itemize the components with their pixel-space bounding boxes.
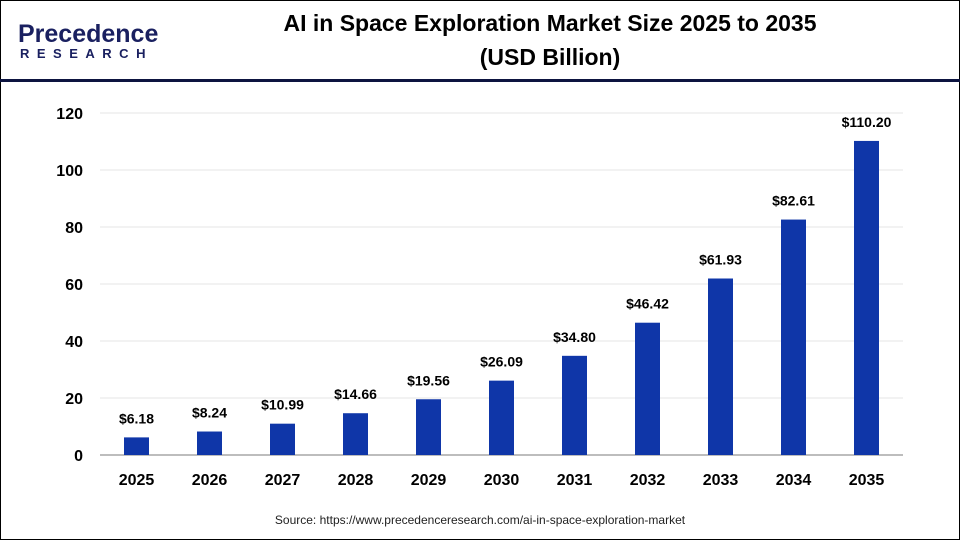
data-label: $110.20	[842, 114, 892, 130]
bar	[708, 278, 733, 455]
x-tick-label: 2032	[630, 472, 666, 489]
data-label: $46.42	[626, 296, 669, 312]
data-label: $10.99	[261, 397, 304, 413]
data-label: $8.24	[192, 405, 227, 421]
data-label: $34.80	[553, 329, 596, 345]
data-label: $82.61	[772, 193, 815, 209]
data-label: $61.93	[699, 251, 742, 267]
y-tick-label: 100	[56, 163, 83, 180]
x-tick-label: 2029	[411, 472, 447, 489]
bar	[781, 219, 806, 455]
bar	[197, 431, 222, 455]
logo-subtext: RESEARCH	[20, 46, 153, 61]
data-label: $19.56	[407, 372, 450, 388]
data-label: $14.66	[334, 386, 377, 402]
logo-text: Precedence	[18, 20, 159, 48]
data-label: $26.09	[480, 354, 523, 370]
y-tick-label: 40	[65, 334, 83, 351]
x-tick-label: 2033	[703, 472, 739, 489]
x-tick-label: 2034	[776, 472, 812, 489]
y-tick-label: 80	[65, 220, 83, 237]
bar	[489, 380, 514, 455]
bar	[854, 140, 879, 455]
y-tick-label: 120	[56, 106, 83, 123]
source-note: Source: https://www.precedenceresearch.c…	[274, 513, 686, 527]
x-tick-label: 2027	[265, 472, 301, 489]
bar	[635, 322, 660, 455]
bar	[416, 399, 441, 455]
x-tick-label: 2035	[849, 472, 885, 489]
chart-title: AI in Space Exploration Market Size 2025…	[283, 10, 817, 36]
data-label: $6.18	[119, 410, 154, 426]
x-tick-label: 2026	[192, 472, 228, 489]
logo: Precedence RESEARCH	[18, 20, 168, 65]
header-divider	[0, 79, 960, 82]
x-tick-label: 2030	[484, 472, 520, 489]
y-tick-label: 60	[65, 277, 83, 294]
y-tick-label: 20	[65, 391, 83, 408]
y-tick-label: 0	[74, 448, 83, 465]
x-tick-label: 2028	[338, 472, 374, 489]
bar	[343, 413, 368, 455]
bar	[124, 437, 149, 455]
x-tick-label: 2031	[557, 472, 593, 489]
bar	[270, 423, 295, 455]
chart-subtitle: (USD Billion)	[479, 44, 621, 70]
x-tick-label: 2025	[119, 472, 155, 489]
bar	[562, 355, 587, 455]
